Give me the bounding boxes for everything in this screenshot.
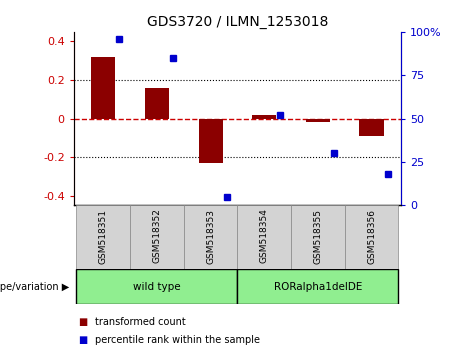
Bar — [252, 115, 276, 119]
Polygon shape — [77, 269, 237, 304]
Polygon shape — [130, 205, 184, 269]
Text: wild type: wild type — [133, 282, 181, 292]
Bar — [145, 88, 169, 119]
Text: ■: ■ — [78, 317, 88, 327]
Polygon shape — [237, 269, 398, 304]
Text: GSM518352: GSM518352 — [153, 209, 161, 263]
Text: percentile rank within the sample: percentile rank within the sample — [95, 335, 260, 345]
Polygon shape — [237, 205, 291, 269]
Text: transformed count: transformed count — [95, 317, 185, 327]
Text: GSM518351: GSM518351 — [99, 209, 108, 263]
Text: ■: ■ — [78, 335, 88, 345]
Polygon shape — [184, 205, 237, 269]
Title: GDS3720 / ILMN_1253018: GDS3720 / ILMN_1253018 — [147, 16, 328, 29]
Bar — [360, 119, 384, 136]
Polygon shape — [345, 205, 398, 269]
Text: genotype/variation ▶: genotype/variation ▶ — [0, 282, 69, 292]
Bar — [199, 119, 223, 163]
Text: RORalpha1delDE: RORalpha1delDE — [274, 282, 362, 292]
Text: GSM518353: GSM518353 — [206, 209, 215, 263]
Text: GSM518354: GSM518354 — [260, 209, 269, 263]
Text: GSM518355: GSM518355 — [313, 209, 322, 263]
Bar — [306, 119, 330, 122]
Polygon shape — [77, 205, 130, 269]
Polygon shape — [291, 205, 345, 269]
Text: GSM518356: GSM518356 — [367, 209, 376, 263]
Bar — [91, 57, 115, 119]
